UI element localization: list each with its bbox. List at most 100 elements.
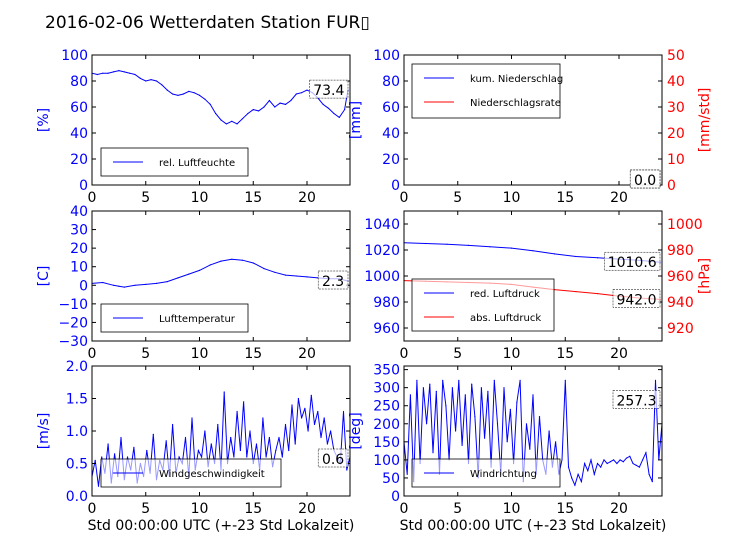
data-point [629, 455, 631, 457]
data-point [416, 379, 418, 381]
data-point [236, 123, 238, 125]
data-point [265, 456, 267, 458]
data-point [587, 470, 589, 472]
data-point [338, 116, 340, 118]
x-tick-label: 10 [191, 346, 209, 362]
data-point [323, 417, 325, 419]
data-point [97, 485, 100, 487]
data-point [102, 72, 104, 74]
data-point [274, 106, 276, 108]
data-point [625, 457, 628, 459]
legend-label: kum. Niederschlag [470, 74, 563, 85]
data-point [538, 416, 541, 418]
panel-pressure: 0 5 10 15 20 960 980 1000 1020 1040 920 940 960 980 10… [364, 210, 713, 362]
data-point [118, 285, 120, 287]
data-point [326, 443, 328, 445]
data-point [310, 394, 312, 396]
data-point [274, 271, 276, 273]
data-point [263, 106, 265, 108]
x-tick-label: 0 [88, 501, 97, 517]
data-point [451, 387, 453, 389]
data-point [651, 481, 653, 483]
y-axis-label: [deg] [348, 412, 364, 449]
panel-precipitation: 0 5 10 15 20 0 20 40 60 80 100 0 10 20 30 40 50 [mm] [mm/s… [348, 48, 713, 206]
data-point [231, 120, 233, 122]
y-tick-label: 20 [382, 152, 400, 168]
data-point [209, 103, 211, 105]
data-point [239, 449, 241, 452]
data-point [642, 459, 644, 461]
y-axis-label: [m/s] [36, 413, 52, 450]
last-value-box [317, 448, 349, 468]
y-tick-label: 2.0 [66, 359, 88, 375]
data-point [532, 394, 534, 396]
data-point [150, 79, 152, 81]
data-point [290, 99, 292, 102]
data-point [258, 110, 260, 112]
data-point [553, 253, 556, 255]
last-value-box [612, 289, 661, 308]
x-tick-label: 15 [556, 190, 574, 206]
x-tick-label: 20 [298, 346, 316, 362]
data-point [204, 98, 206, 100]
y-tick-label: 0 [79, 178, 88, 194]
data-point [422, 387, 424, 389]
y-tick-label: 0 [391, 489, 400, 505]
data-point [172, 423, 174, 426]
data-point [593, 473, 595, 475]
data-point [306, 89, 308, 91]
x-tick-label: 0 [400, 190, 409, 206]
y-tick-label: 80 [70, 74, 88, 90]
y-tick-label: 960 [373, 321, 400, 337]
data-point [613, 459, 615, 461]
data-point [129, 72, 131, 74]
data-point [198, 94, 201, 96]
y-tick-label: 1.0 [66, 424, 88, 440]
y-tick-label: 0 [391, 178, 400, 194]
data-point [101, 456, 103, 458]
data-point [645, 452, 647, 454]
series-line-humidity-0 [92, 70, 349, 125]
legend-label: Windgeschwindigkeit [159, 469, 265, 480]
legend-box [411, 63, 561, 119]
data-point [648, 473, 650, 475]
data-point [161, 84, 163, 86]
y-tick-label: 1000 [364, 269, 400, 285]
data-point [166, 89, 168, 91]
data-point [344, 109, 346, 111]
y-axis-label: [mm] [348, 101, 364, 139]
legend-label: Niederschlagsrate [470, 98, 561, 109]
data-point [134, 73, 136, 76]
x-tick-label: 10 [191, 501, 209, 517]
data-point [268, 436, 270, 439]
data-point [638, 466, 641, 468]
data-point [445, 405, 447, 407]
data-point [225, 123, 227, 125]
data-point [133, 446, 135, 448]
x-tick-label: 20 [298, 501, 316, 517]
y-tick-label: 250 [373, 399, 400, 415]
y-tick-label-right: 1000 [667, 217, 703, 233]
x-axis-label: Std 00:00:00 UTC (+-23 Std Lokalzeit) [400, 518, 667, 534]
y-tick-label-right: 30 [667, 100, 685, 116]
data-point [278, 436, 280, 439]
data-point [145, 80, 147, 82]
y-tick-label: 1.5 [66, 392, 88, 408]
y-axis-label: [%] [36, 108, 52, 132]
data-point [307, 430, 309, 432]
data-point [288, 449, 290, 452]
data-point [532, 250, 534, 252]
y-tick-label-right: 980 [667, 243, 694, 259]
y-tick-label: 30 [70, 223, 88, 239]
y-tick-label-right: 920 [667, 321, 694, 337]
data-point [246, 456, 248, 458]
data-point [210, 443, 212, 445]
data-point [215, 112, 217, 115]
data-point [487, 390, 489, 392]
data-point [241, 118, 244, 120]
y-tick-label: 10 [70, 260, 88, 276]
data-point [342, 410, 345, 413]
data-point [600, 466, 602, 468]
data-point [575, 255, 577, 258]
data-point [304, 407, 306, 409]
